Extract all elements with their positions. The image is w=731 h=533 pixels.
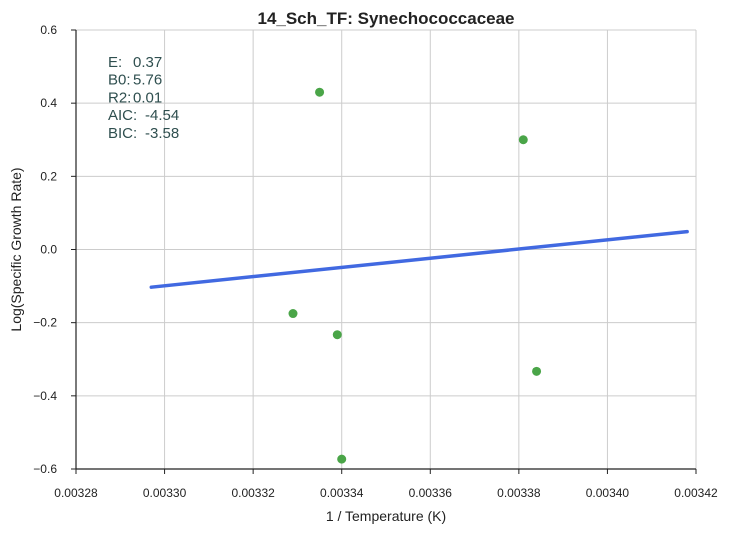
- data-point: [288, 309, 298, 319]
- y-tick-label: −0.4: [33, 389, 57, 403]
- stat-label: E:: [108, 54, 122, 71]
- grid-lines: [76, 29, 697, 469]
- data-point: [532, 366, 542, 376]
- scatter-points: [288, 87, 542, 464]
- stat-label: BIC:: [108, 125, 137, 142]
- y-tick-label: −0.2: [33, 316, 57, 330]
- chart-title: 14_Sch_TF: Synechococcaceae: [257, 9, 514, 28]
- fit-line: [149, 229, 689, 289]
- stat-value: 0.37: [133, 54, 162, 71]
- x-tick-label: 0.00338: [497, 486, 541, 500]
- x-tick-label: 0.00336: [409, 486, 453, 500]
- x-tick-label: 0.00328: [54, 486, 98, 500]
- x-tick-labels: 0.00328 0.00330 0.00332 0.00334 0.00336 0.003…: [54, 469, 718, 500]
- stat-label: B0:: [108, 72, 131, 89]
- x-tick-label: 0.00342: [674, 486, 718, 500]
- data-point: [337, 454, 347, 464]
- stat-value: 0.01: [133, 89, 162, 106]
- y-tick-labels: 0.6 0.4 0.2 0.0 −0.2 −0.4 −0.6: [33, 23, 76, 476]
- stat-label: R2:: [108, 89, 131, 106]
- y-tick-label: 0.6: [40, 23, 57, 37]
- y-tick-label: 0.2: [40, 169, 57, 183]
- x-tick-label: 0.00330: [143, 486, 187, 500]
- x-axis-label: 1 / Temperature (K): [326, 508, 446, 524]
- y-tick-label: −0.6: [33, 462, 57, 476]
- x-tick-label: 0.00334: [320, 486, 364, 500]
- fit-line-layer: [149, 229, 689, 289]
- y-tick-label: 0.0: [40, 243, 57, 257]
- y-tick-label: 0.4: [40, 96, 57, 110]
- x-tick-label: 0.00332: [231, 486, 275, 500]
- stat-value: -3.58: [145, 125, 179, 142]
- stat-value: -4.54: [145, 107, 179, 124]
- stat-value: 5.76: [133, 72, 162, 89]
- data-point: [332, 330, 342, 340]
- x-tick-label: 0.00340: [586, 486, 630, 500]
- data-point: [518, 135, 528, 145]
- stat-label: AIC:: [108, 107, 137, 124]
- data-point: [315, 87, 325, 97]
- y-axis-label: Log(Specific Growth Rate): [8, 167, 24, 331]
